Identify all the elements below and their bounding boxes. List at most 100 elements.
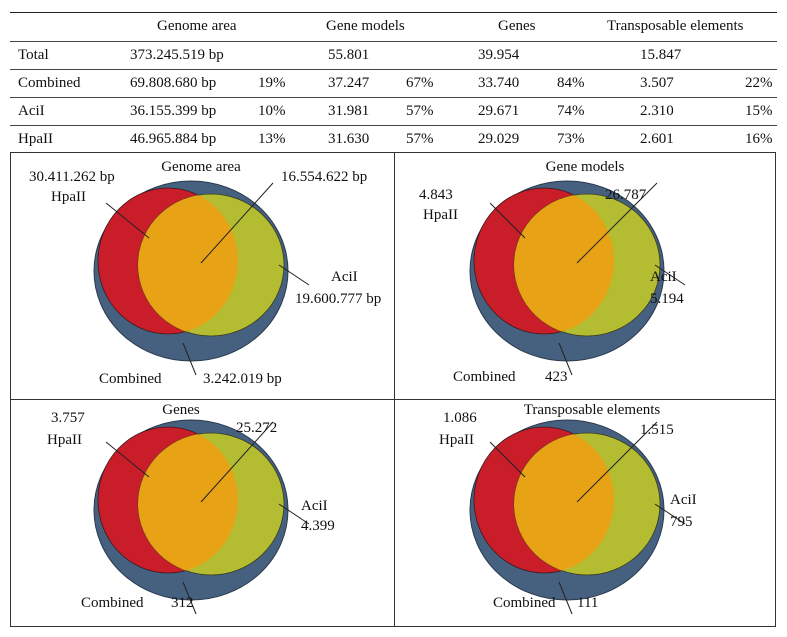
acii-only-value: 795 (670, 514, 693, 530)
leader-line (576, 182, 658, 264)
hpaii-only-value: 1.086 (443, 410, 477, 426)
cell-te: 2.601 (640, 131, 674, 147)
combined-label: Combined (493, 595, 556, 611)
leader-line (278, 503, 310, 525)
summary-table: Genome area Gene models Genes Transposab… (10, 12, 777, 153)
leader-line (278, 264, 310, 286)
hpaii-only-value: 30.411.262 bp (29, 169, 115, 185)
leader-line (105, 441, 150, 478)
cell-te-pct: 15% (745, 103, 773, 119)
leader-line (489, 441, 526, 478)
leader-line (558, 581, 573, 615)
cell-gene-models: 37.247 (328, 75, 370, 91)
overlap-value: 25.272 (236, 420, 277, 436)
hpaii-label: HpaII (47, 432, 82, 448)
venn-diagram: Genome area 30.411.262 bp HpaII 16.554.622 … (29, 159, 381, 387)
cell-genome-pct: 13% (258, 131, 286, 147)
cell-genome-area: 36.155.399 bp (130, 103, 217, 119)
cell-genes: 39.954 (478, 47, 520, 63)
combined-only-value: 3.242.019 bp (203, 371, 282, 387)
cell-genome-area: 373.245.519 bp (130, 47, 224, 63)
cell-genes: 33.740 (478, 75, 520, 91)
venn-title: Gene models (546, 159, 625, 175)
hpaii-label: HpaII (423, 207, 458, 223)
combined-only-value: 312 (171, 595, 194, 611)
overlap-value: 26.787 (605, 187, 647, 203)
cell-genes-pct: 73% (557, 131, 585, 147)
venn-diagram: Gene models 4.843 HpaII 26.787 AciI 5.194 Comb… (419, 159, 686, 385)
cell-label: HpaII (18, 131, 53, 147)
leader-line (182, 581, 197, 615)
overlap-region (138, 433, 238, 573)
overlap-region (514, 194, 614, 334)
venn-diagram: Transposable elements 1.086 HpaII 1.515 AciI… (439, 402, 697, 615)
leader-line (489, 202, 526, 239)
leader-line (558, 342, 573, 376)
venn-panel-genome-area: Genome area 30.411.262 bp HpaII 16.554.622 … (11, 153, 395, 400)
cell-te-pct: 22% (745, 75, 773, 91)
acii-only-value: 5.194 (650, 291, 684, 307)
cell-genes: 29.029 (478, 131, 520, 147)
table-header-row: Genome area Gene models Genes Transposab… (10, 13, 777, 42)
cell-gene-models: 55.801 (328, 47, 370, 63)
cell-genes-pct: 74% (557, 103, 585, 119)
venn-panel-gene-models: Gene models 4.843 HpaII 26.787 AciI 5.194 Comb… (395, 153, 776, 400)
cell-te: 15.847 (640, 47, 682, 63)
cell-genes: 29.671 (478, 103, 520, 119)
combined-label: Combined (81, 595, 144, 611)
acii-only-value: 4.399 (301, 518, 335, 534)
header-transposable-elements: Transposable elements (607, 18, 744, 34)
combined-only-value: 111 (577, 595, 598, 611)
cell-label: AciI (18, 103, 45, 119)
hpaii-label: HpaII (439, 432, 474, 448)
cell-genes-pct: 84% (557, 75, 585, 91)
cell-genome-area: 69.808.680 bp (130, 75, 217, 91)
cell-genome-pct: 19% (258, 75, 286, 91)
table-row: Total 373.245.519 bp 55.801 39.954 15.847 (10, 42, 777, 70)
acii-label: AciI (670, 492, 697, 508)
venn-panel-genes: Genes 3.757 HpaII 25.272 AciI 4.399 Combined 31… (11, 400, 395, 627)
cell-te: 2.310 (640, 103, 674, 119)
acii-label: AciI (331, 269, 358, 285)
cell-genome-area: 46.965.884 bp (130, 131, 217, 147)
acii-label: AciI (301, 498, 328, 514)
overlap-value: 16.554.622 bp (281, 169, 367, 185)
cell-gene-models-pct: 57% (406, 131, 434, 147)
cell-gene-models-pct: 57% (406, 103, 434, 119)
leader-line (654, 264, 686, 286)
cell-genome-pct: 10% (258, 103, 286, 119)
leader-line (200, 182, 274, 264)
venn-panel-transposable-elements: Transposable elements 1.086 HpaII 1.515 AciI… (395, 400, 776, 627)
venn-diagram-grid: Genome area 30.411.262 bp HpaII 16.554.622 … (10, 152, 776, 627)
cell-gene-models: 31.981 (328, 103, 370, 119)
cell-label: Combined (18, 75, 81, 91)
hpaii-only-value: 3.757 (51, 410, 85, 426)
combined-only-value: 423 (545, 369, 568, 385)
cell-label: Total (18, 47, 49, 63)
hpaii-label: HpaII (51, 189, 86, 205)
cell-te: 3.507 (640, 75, 674, 91)
cell-gene-models-pct: 67% (406, 75, 434, 91)
combined-label: Combined (453, 369, 516, 385)
header-genes: Genes (498, 18, 536, 34)
leader-line (182, 342, 197, 376)
table-row: HpaII 46.965.884 bp 13% 31.630 57% 29.029 73% 2… (10, 126, 777, 153)
header-gene-models: Gene models (326, 18, 405, 34)
leader-line (105, 202, 150, 239)
venn-diagram: Genes 3.757 HpaII 25.272 AciI 4.399 Combined 31… (47, 402, 335, 615)
venn-title: Genome area (161, 159, 241, 175)
table-row: AciI 36.155.399 bp 10% 31.981 57% 29.671 74% 2.… (10, 98, 777, 126)
leader-line (654, 503, 686, 525)
hpaii-only-value: 4.843 (419, 187, 453, 203)
acii-only-value: 19.600.777 bp (295, 291, 381, 307)
overlap-value: 1.515 (640, 422, 674, 438)
overlap-region (138, 194, 238, 334)
venn-title: Genes (162, 402, 200, 418)
acii-label: AciI (650, 269, 677, 285)
leader-line (200, 421, 274, 503)
leader-line (576, 421, 658, 503)
header-genome-area: Genome area (157, 18, 237, 34)
venn-title: Transposable elements (524, 402, 661, 418)
combined-label: Combined (99, 371, 162, 387)
cell-gene-models: 31.630 (328, 131, 370, 147)
